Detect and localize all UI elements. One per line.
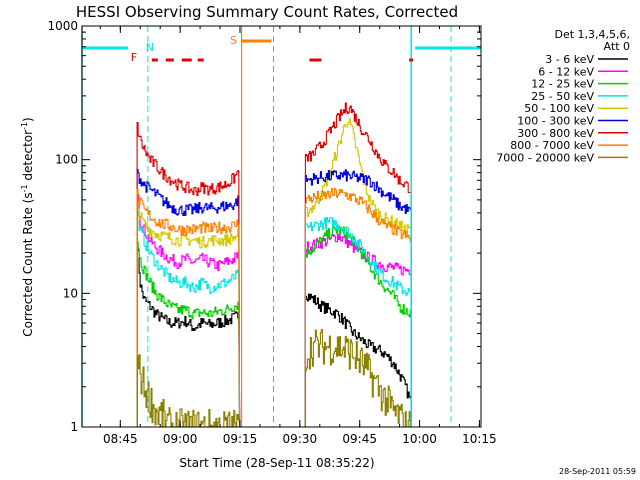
y-axis-label-sup2: -1 — [20, 122, 29, 130]
legend-label-3: 12 - 25 keV — [531, 78, 594, 91]
timestamp-stamp: 28-Sep-2011 05:59 — [559, 467, 636, 476]
chart-title: HESSI Observing Summary Count Rates, Cor… — [76, 3, 458, 21]
series-5-seg2-line — [304, 118, 412, 427]
series-3-seg1-line — [136, 241, 241, 428]
x-tick-label-7: 10:15 — [462, 432, 497, 446]
series-4-seg2-line — [304, 216, 412, 427]
legend-label-4: 25 - 50 keV — [531, 90, 594, 103]
x-tick-label-2: 09:00 — [163, 432, 198, 446]
legend-label-8: 800 - 7000 keV — [510, 139, 594, 152]
y-axis-label-end: ) — [21, 117, 35, 122]
y-tick-label-2: 10 — [63, 286, 78, 300]
series-2-seg1-line — [136, 194, 241, 428]
series-9-seg2-line — [304, 328, 412, 428]
y-axis-label: Corrected Count Rate (s-1 detector-1) — [20, 117, 35, 336]
legend-label-2: 6 - 12 keV — [538, 65, 594, 78]
series-8-seg2-line — [304, 187, 412, 427]
y-axis-label-main: Corrected Count Rate (s — [21, 192, 35, 336]
x-tick-label-3: 09:15 — [223, 432, 258, 446]
legend-label-7: 300 - 800 keV — [517, 127, 594, 140]
series-3-seg2-line — [304, 226, 412, 427]
axes: 08:45 09:00 09:15 09:30 09:45 10:00 10:15 1 10 10… — [47, 19, 496, 446]
series-6-seg1-line — [136, 168, 241, 428]
series-1-seg2-line — [304, 293, 412, 427]
y-tick-label-1: 1 — [70, 420, 78, 434]
marker-n: N — [146, 41, 154, 54]
series-7-seg2-line — [304, 102, 412, 427]
x-tick-label-1: 08:45 — [103, 432, 138, 446]
y-tick-label-4: 1000 — [47, 19, 78, 33]
x-tick-label-6: 10:00 — [402, 432, 437, 446]
x-tick-label-5: 09:45 — [342, 432, 377, 446]
y-axis-label-mid: detector — [21, 130, 35, 185]
plot-area: NF S — [81, 26, 481, 428]
series-4-seg1-line — [136, 210, 241, 428]
series-8-seg1-line — [136, 188, 241, 428]
legend-header-line2: Att 0 — [604, 40, 630, 53]
legend-header-line1: Det 1,3,4,5,6, — [554, 28, 630, 41]
x-tick-label-4: 09:30 — [283, 432, 318, 446]
legend-label-1: 3 - 6 keV — [545, 53, 594, 66]
series-5-seg1-line — [136, 201, 241, 428]
series-7-seg1-line — [136, 122, 241, 428]
series-1-seg1-line — [136, 245, 241, 428]
marker-f: F — [131, 51, 137, 64]
legend-label-6: 100 - 300 keV — [517, 115, 594, 128]
legend-label-9: 7000 - 20000 keV — [496, 151, 594, 164]
marker-s: S — [230, 34, 237, 47]
y-axis-label-sup1: -1 — [20, 184, 29, 192]
x-axis-label: Start Time (28-Sep-11 08:35:22) — [179, 456, 374, 470]
series-6-seg2-line — [304, 169, 412, 427]
series-9-seg1-line — [136, 354, 241, 428]
legend-label-5: 50 - 100 keV — [524, 102, 594, 115]
plot-frame — [81, 25, 482, 428]
y-tick-label-3: 100 — [55, 153, 78, 167]
